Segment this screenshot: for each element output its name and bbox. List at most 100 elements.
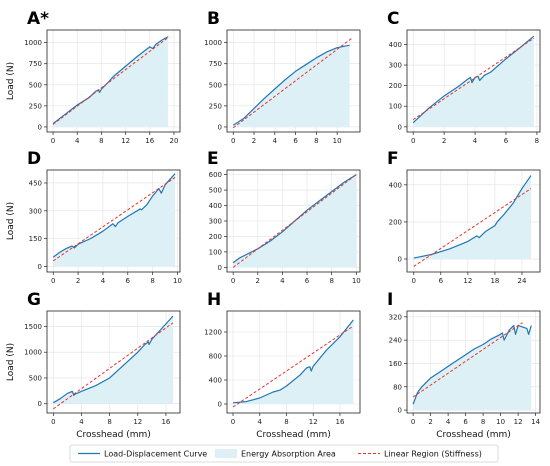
panel-letter: B [207,9,220,29]
x-tick-label: 6 [126,277,131,285]
energy-area [53,173,176,267]
x-tick-label: 8 [481,418,485,426]
y-axis-label: Load (N) [6,202,16,240]
linear-fit [53,322,174,410]
y-tick-label: 250 [209,102,222,110]
y-tick-label: 100 [389,103,402,111]
y-axis-label: Load (N) [6,343,16,381]
y-tick-label: 400 [209,202,222,210]
linear-fit [232,325,354,408]
x-tick-label: 6 [305,277,310,285]
x-tick-label: 4 [75,137,80,145]
plot-area [52,173,176,267]
y-tick-label: 750 [29,60,42,68]
y-tick-label: 800 [209,353,222,361]
panel-letter: F [387,149,399,169]
energy-area [233,45,350,127]
y-tick-label: 0 [38,263,42,271]
y-tick-label: 500 [29,374,42,382]
x-tick-label: 10 [352,277,361,285]
y-tick-label: 1500 [24,323,42,331]
y-tick-label: 0 [218,401,222,409]
linear-fit [412,37,535,121]
panel-h: 0 4 8 12 16 0 400 800 1200 H Crosshead (mm) [204,290,361,440]
y-tick-label: 400 [209,377,222,385]
panel-c: 0 2 4 6 8 0 100 200 300 400 C [387,9,541,145]
x-axis-label: Crosshead (mm) [436,430,511,440]
y-tick-label: 400 [389,181,402,189]
x-tick-label: 8 [314,137,318,145]
y-tick-label: 0 [398,407,402,415]
y-tick-label: 0 [38,123,42,131]
x-tick-label: 10 [496,418,505,426]
y-tick-label: 500 [209,187,222,195]
y-tick-label: 0 [38,400,42,408]
x-tick-label: 4 [446,418,451,426]
plot-area [232,37,354,129]
panel-letter: I [387,290,393,310]
x-tick-label: 2 [428,418,432,426]
x-tick-label: 0 [231,277,235,285]
panel-d: 0 2 4 6 8 10 0 150 300 450 D Load (N) [6,149,182,285]
x-tick-label: 0 [51,277,55,285]
legend-curve-label: Load-Displacement Curve [104,450,207,459]
x-tick-label: 8 [329,277,333,285]
x-tick-label: 20 [169,137,178,145]
plot-area [413,175,532,267]
y-tick-label: 500 [209,81,222,89]
x-tick-label: 0 [51,418,55,426]
plot-area [232,174,357,268]
panel-a: 0 4 8 12 16 20 0 250 500 750 1000 A* Load (N) [6,9,181,145]
linear-fit [232,174,357,268]
y-tick-label: 300 [29,207,42,215]
y-tick-label: 100 [209,248,222,256]
axes-frame [226,29,361,133]
y-axis-label: Load (N) [6,62,16,100]
panel-letter: C [387,9,399,29]
linear-fit [413,188,532,267]
x-tick-label: 0 [411,137,415,145]
panel-i: 0 2 4 6 8 10 12 14 0 80 160 240 320 I Crosshead (mm) [387,290,541,440]
load-curve [413,175,532,259]
plot-area [412,35,535,127]
x-axis-label: Crosshead (mm) [76,430,151,440]
energy-area [413,325,532,411]
y-tick-label: 500 [29,81,42,89]
x-tick-label: 12 [514,418,523,426]
y-tick-label: 1000 [204,39,222,47]
panel-letter: D [27,149,41,169]
y-tick-label: 0 [398,256,402,264]
x-tick-label: 14 [531,418,540,426]
x-tick-label: 4 [258,418,263,426]
x-tick-label: 12 [121,137,130,145]
y-tick-label: 200 [209,233,222,241]
chart-legend: Load-Displacement Curve Energy Absorptio… [69,444,499,463]
x-tick-label: 4 [280,277,285,285]
x-tick-label: 6 [504,137,509,145]
y-tick-label: 750 [209,60,222,68]
load-curve [412,35,535,124]
y-tick-label: 450 [29,179,42,187]
energy-area [233,320,354,404]
y-tick-label: 150 [29,235,42,243]
linear-fit [52,36,170,125]
plot-area [53,315,174,410]
x-tick-label: 4 [101,277,106,285]
panel-letter: A* [27,9,49,29]
energy-area [413,175,531,260]
x-tick-label: 6 [439,277,444,285]
x-tick-label: 4 [273,137,278,145]
energy-area [53,316,173,404]
x-tick-label: 0 [231,418,235,426]
y-tick-label: 250 [29,102,42,110]
energy-area [413,36,534,127]
x-tick-label: 2 [256,277,260,285]
y-tick-label: 1000 [24,349,42,357]
load-curve [232,44,350,126]
axes-frame [406,310,541,414]
x-tick-label: 8 [535,137,539,145]
x-tick-label: 0 [411,418,415,426]
axes-frame [226,310,361,414]
panel-letter: G [27,290,41,310]
